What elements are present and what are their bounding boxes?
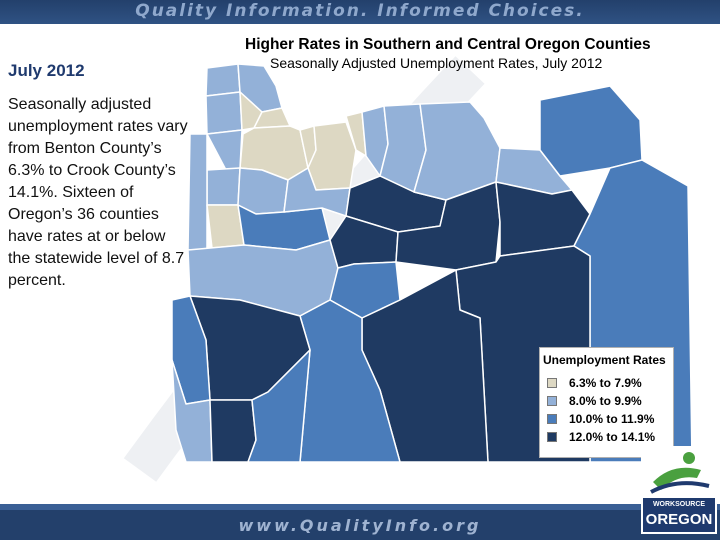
county-wallowa bbox=[539, 85, 643, 177]
footer-stripe bbox=[0, 504, 720, 510]
map-legend: Unemployment Rates 6.3% to 7.9% 8.0% to … bbox=[539, 347, 674, 458]
map-subtitle: Seasonally Adjusted Unemployment Rates, … bbox=[270, 55, 603, 71]
county-polk bbox=[206, 167, 241, 206]
county-yamhill bbox=[206, 129, 243, 171]
footer-bar: www.QualityInfo.org bbox=[0, 510, 720, 540]
county-clatsop bbox=[205, 63, 241, 97]
legend-label: 6.3% to 7.9% bbox=[569, 376, 642, 390]
county-wasco bbox=[307, 121, 357, 191]
county-jackson bbox=[247, 349, 311, 463]
county-lincoln bbox=[187, 133, 208, 251]
worksource-oregon-logo: WORKSOURCE OREGON bbox=[641, 446, 717, 534]
legend-swatch bbox=[547, 378, 557, 388]
legend-swatch bbox=[547, 396, 557, 406]
county-josephine bbox=[209, 399, 257, 463]
legend-swatch bbox=[547, 414, 557, 424]
logo-text-worksource: WORKSOURCE bbox=[652, 501, 706, 508]
legend-title: Unemployment Rates bbox=[543, 353, 666, 367]
runner-icon bbox=[650, 452, 710, 494]
logo-figure bbox=[643, 448, 715, 498]
map-title: Higher Rates in Southern and Central Ore… bbox=[245, 36, 651, 53]
legend-label: 10.0% to 11.9% bbox=[569, 412, 655, 426]
side-heading: July 2012 bbox=[8, 61, 85, 80]
legend-label: 8.0% to 9.9% bbox=[569, 394, 642, 408]
tagline: Quality Information. Informed Choices. bbox=[135, 1, 585, 21]
top-banner: Quality Information. Informed Choices. bbox=[0, 0, 720, 24]
logo-text-oregon: OREGON bbox=[645, 511, 713, 528]
footer-url: www.QualityInfo.org bbox=[238, 516, 482, 535]
county-tillamook bbox=[205, 91, 243, 135]
side-paragraph: Seasonally adjusted unemployment rates v… bbox=[8, 96, 188, 289]
legend-label: 12.0% to 14.1% bbox=[569, 430, 656, 444]
legend-swatch bbox=[547, 432, 557, 442]
